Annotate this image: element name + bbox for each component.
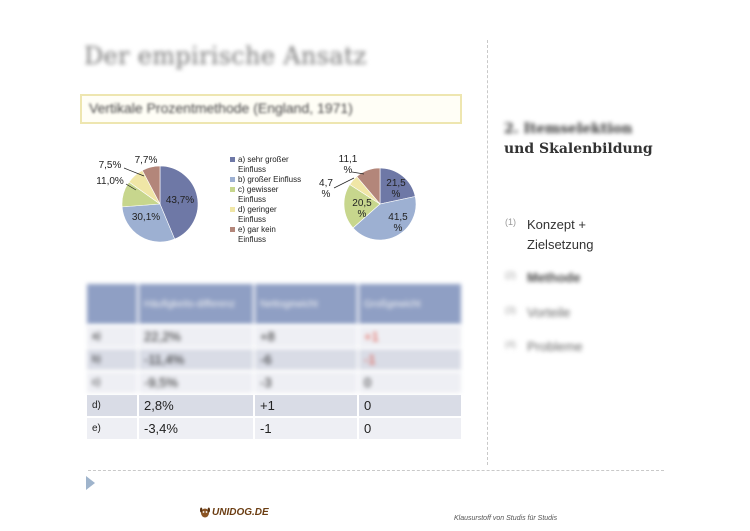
toc-number: (3): [505, 305, 516, 315]
next-slide-arrow-icon[interactable]: [86, 476, 95, 490]
legend-swatch-e: [230, 227, 235, 232]
cell-gross: 0: [359, 372, 461, 393]
row-key: c): [87, 372, 137, 393]
dog-icon: [200, 507, 210, 518]
unidog-logo: UNIDOG.DE: [200, 506, 269, 518]
legend-label: c) gewisser Einfluss: [238, 185, 279, 204]
pie-data-label: 11,0%: [96, 176, 124, 187]
pie-slice-0: [159, 165, 199, 240]
toc-label-line1: Konzept +: [527, 217, 586, 232]
cell-diff: 22,2%: [139, 326, 253, 347]
table-row: e) -3,4% -1 0: [87, 418, 461, 439]
toc-label: Probleme: [527, 339, 583, 354]
toc-number: (4): [505, 339, 516, 349]
chart-legend: a) sehr großer Einfluss b) großer Einflu…: [230, 155, 303, 245]
pie-leader-line: [351, 171, 365, 175]
cell-gross: 0: [359, 418, 461, 439]
row-key: a): [87, 326, 137, 347]
pie-data-label: 21,5%: [386, 178, 406, 200]
legend-item: e) gar kein Einfluss: [230, 225, 303, 245]
footer-text: Klausurstoff von Studis für Studis: [454, 515, 558, 522]
legend-swatch-b: [230, 177, 235, 182]
cell-netto: +8: [255, 326, 357, 347]
pie-slice-1: [121, 203, 176, 243]
table-row: a) 22,2% +8 +1: [87, 326, 461, 347]
cell-diff: -11,4%: [139, 349, 253, 370]
legend-label: d) geringer Einfluss: [238, 205, 277, 224]
cell-diff: -9,5%: [139, 372, 253, 393]
cell-diff: -3,4%: [139, 418, 253, 439]
vertical-divider: [487, 40, 488, 465]
legend-label: e) gar kein Einfluss: [238, 225, 276, 244]
weights-table: Häufigkeits-differenz Nettogewicht Großg…: [85, 282, 463, 441]
pie-slice-0: [379, 167, 416, 205]
section-heading-line2: und Skalenbildung: [504, 141, 653, 157]
toc-item-vorteile[interactable]: (3) Vorteile: [505, 303, 570, 323]
table-header: Häufigkeits-differenz: [139, 284, 253, 324]
cell-netto: -3: [255, 372, 357, 393]
legend-swatch-c: [230, 187, 235, 192]
pie-data-label: 41,5%: [388, 212, 408, 234]
toc-label: Methode: [527, 270, 581, 285]
table-header: Großgewicht: [359, 284, 461, 324]
toc-item-methode[interactable]: (2) Methode: [505, 268, 580, 288]
pie-slice-1: [352, 196, 417, 241]
pie-leader-line: [125, 183, 137, 191]
horizontal-divider: [88, 470, 664, 471]
row-key: d): [87, 395, 137, 416]
cell-gross: 0: [359, 395, 461, 416]
toc-item-konzept[interactable]: (1) Konzept + Zielsetzung: [505, 215, 593, 255]
pie-data-label: 4,7%: [319, 178, 333, 200]
subtitle-box: Vertikale Prozentmethode (England, 1971): [80, 94, 462, 124]
slide-title: Der empirische Ansatz: [84, 42, 367, 70]
table-row: d) 2,8% +1 0: [87, 395, 461, 416]
pie-slice-4: [141, 165, 161, 205]
table-header: Nettogewicht: [255, 284, 357, 324]
table-header: [87, 284, 137, 324]
cell-netto: -6: [255, 349, 357, 370]
section-heading-line1: 2. Itemselektion: [504, 121, 633, 137]
table-row: b) -11,4% -6 -1: [87, 349, 461, 370]
legend-item: c) gewisser Einfluss: [230, 185, 303, 205]
pie-leader-line: [123, 167, 145, 177]
legend-item: a) sehr großer Einfluss: [230, 155, 303, 175]
table-row: c) -9,5% -3 0: [87, 372, 461, 393]
legend-swatch-a: [230, 157, 235, 162]
pie-chart-england-1: 43,7% 30,1% 11,0% 7,5% 7,7%: [96, 155, 199, 243]
logo-text: UNIDOG.DE: [212, 506, 269, 518]
toc-item-probleme[interactable]: (4) Probleme: [505, 337, 583, 357]
slide-subtitle: Vertikale Prozentmethode (England, 1971): [89, 100, 353, 116]
legend-item: d) geringer Einfluss: [230, 205, 303, 225]
toc-label: Vorteile: [527, 305, 571, 320]
pie-data-label: 11,1%: [339, 154, 358, 176]
toc-label-line2: Zielsetzung: [527, 237, 594, 252]
toc-number: (2): [505, 270, 516, 280]
cell-diff: 2,8%: [139, 395, 253, 416]
table-header-row: Häufigkeits-differenz Nettogewicht Großg…: [87, 284, 461, 324]
legend-label: a) sehr großer Einfluss: [238, 155, 289, 174]
row-key: e): [87, 418, 137, 439]
section-heading: 2. Itemselektion und Skalenbildung: [504, 119, 653, 159]
pie-leader-line: [333, 177, 355, 189]
pie-data-label: 43,7%: [166, 195, 194, 206]
legend-label: b) großer Einfluss: [238, 175, 302, 184]
pie-slice-4: [356, 167, 381, 205]
legend-swatch-d: [230, 207, 235, 212]
legend-item: b) großer Einfluss: [230, 175, 303, 185]
cell-gross: +1: [359, 326, 461, 347]
pie-data-label: 7,7%: [135, 155, 158, 166]
pie-slice-2: [343, 184, 381, 229]
pie-data-label: 20,5%: [352, 198, 372, 220]
pie-data-label: 30,1%: [132, 212, 160, 223]
toc-number: (1): [505, 217, 516, 227]
row-key: b): [87, 349, 137, 370]
pie-data-label: 7,5%: [99, 160, 122, 171]
cell-netto: -1: [255, 418, 357, 439]
pie-chart-england-2: 21,5 % 41,5 % 20,5 % 4,7 % 11,1%: [319, 154, 417, 241]
cell-gross: -1: [359, 349, 461, 370]
cell-netto: +1: [255, 395, 357, 416]
